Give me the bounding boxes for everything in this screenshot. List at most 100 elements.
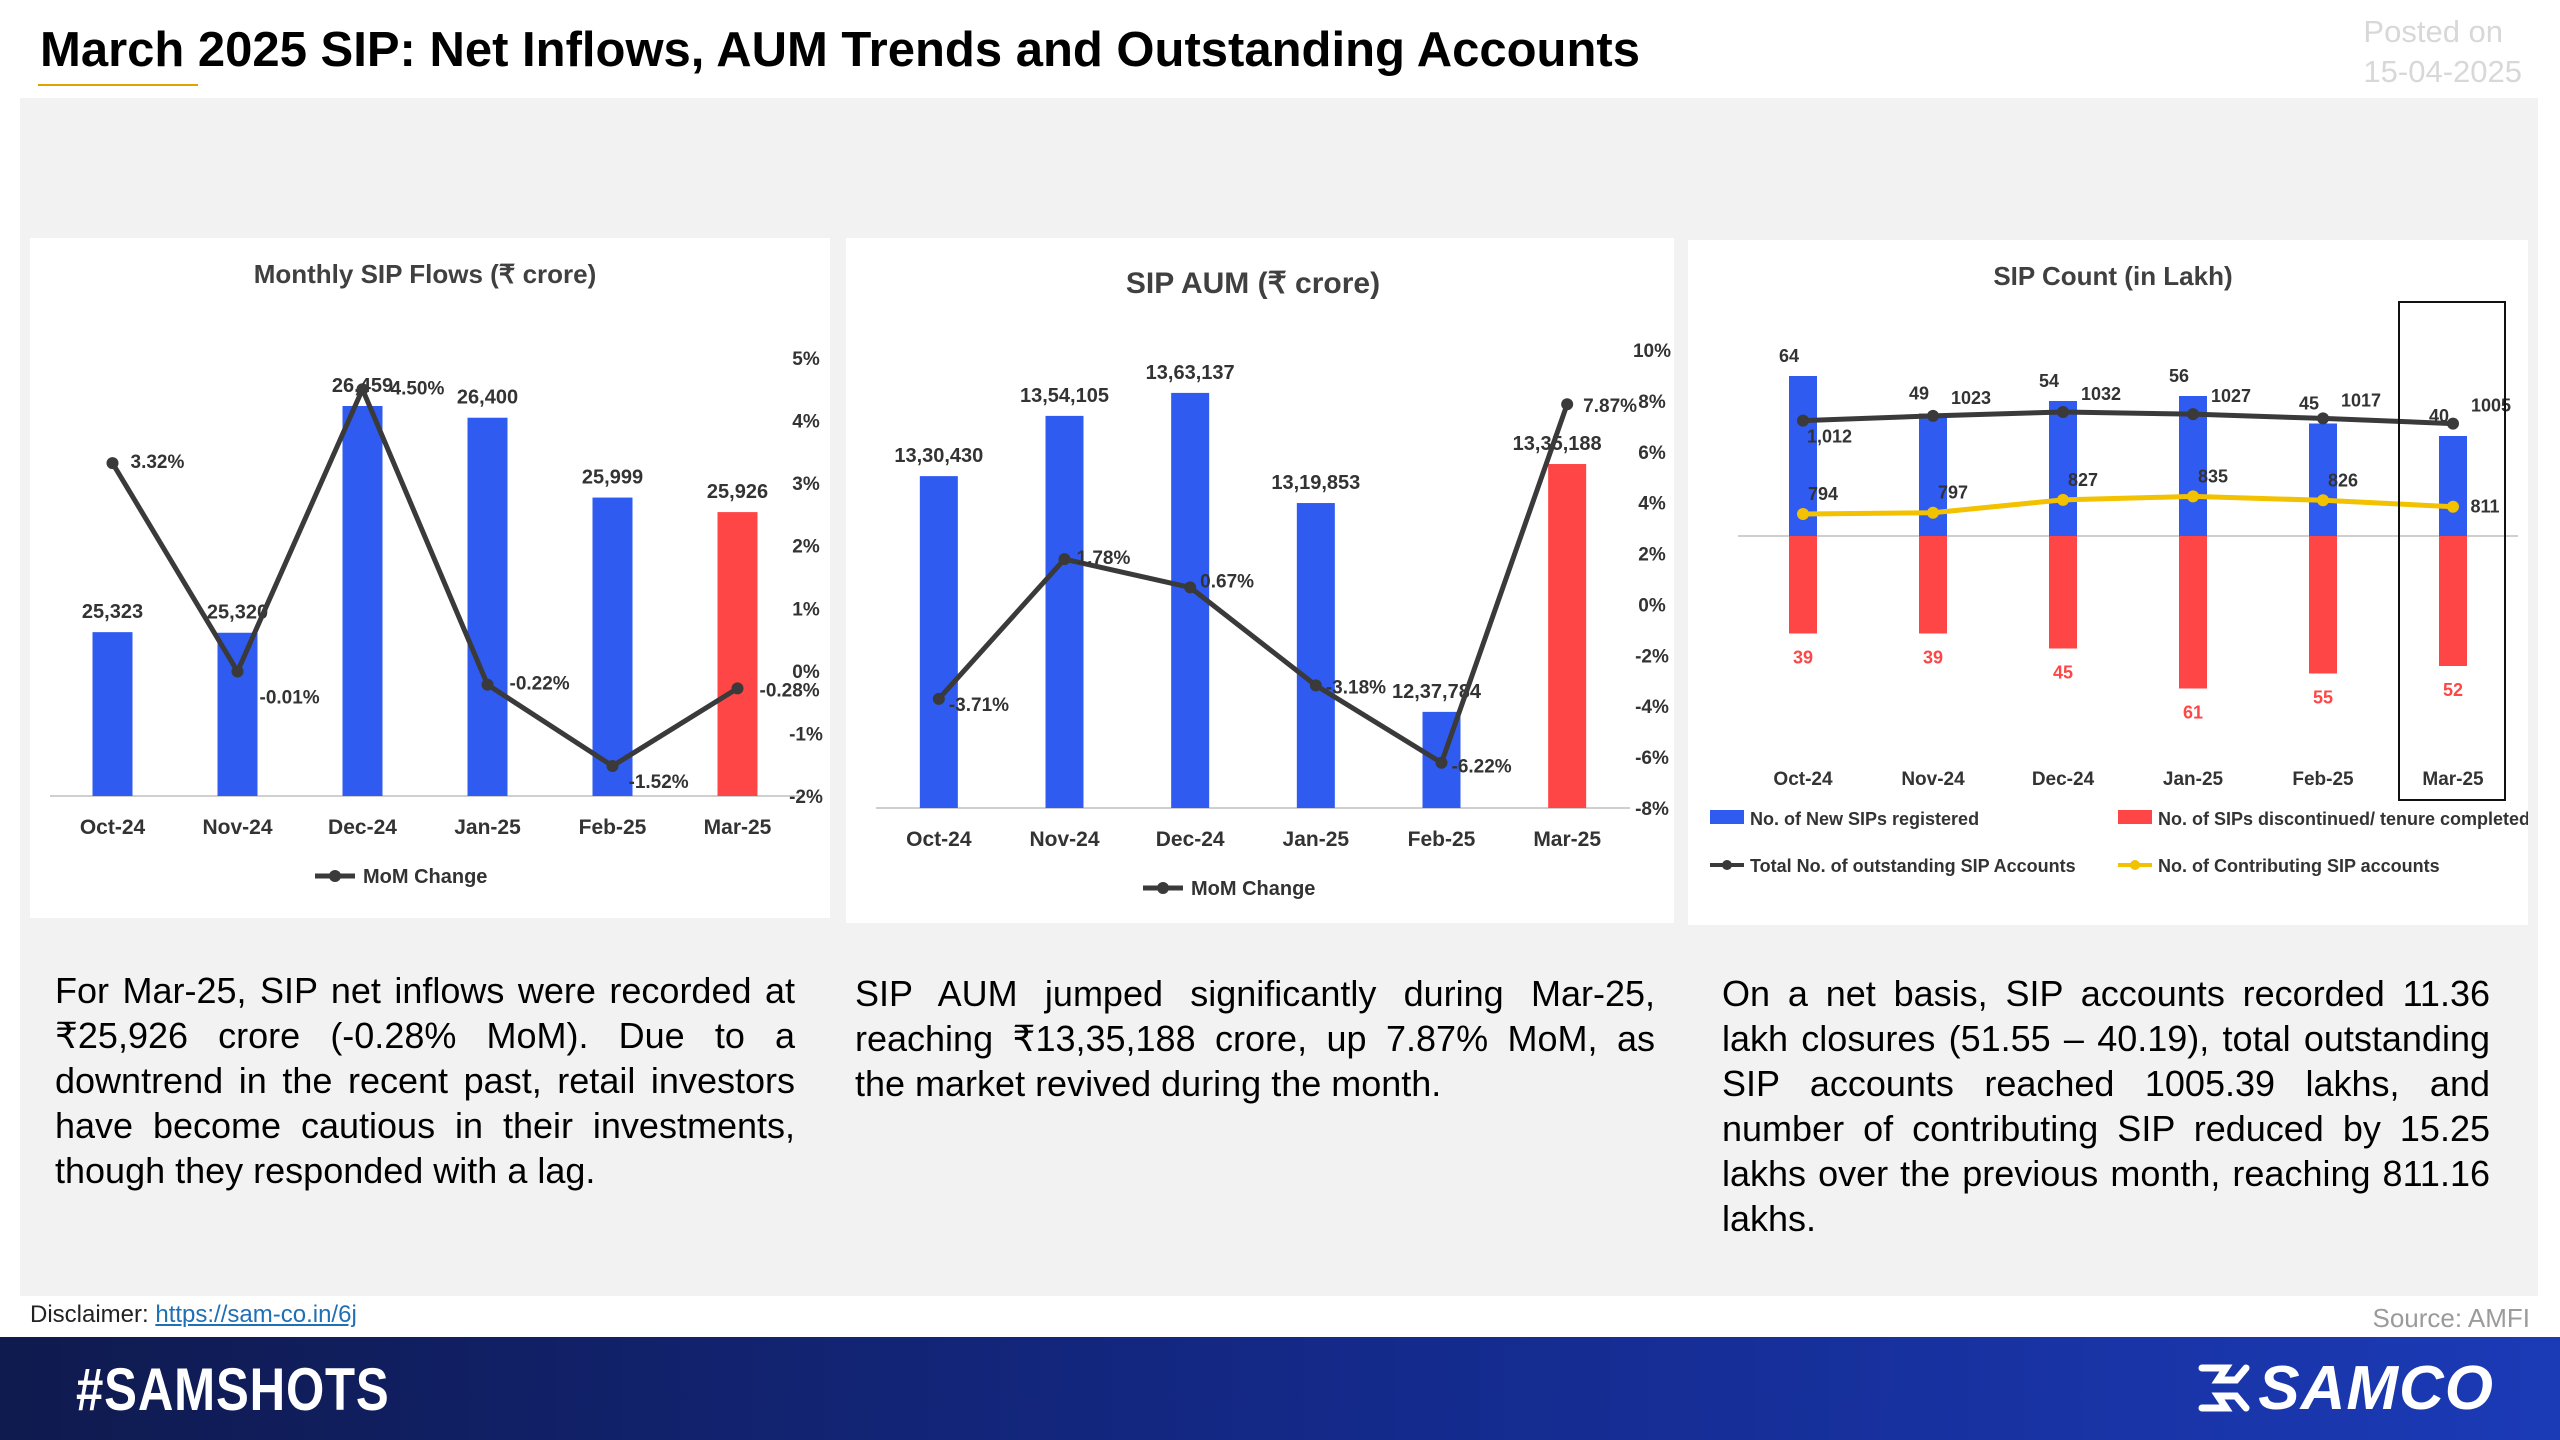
discontinued-label: 61: [2183, 703, 2203, 723]
disclaimer-link[interactable]: https://sam-co.in/6j: [155, 1301, 357, 1328]
bar-value-label: 13,35,188: [1513, 433, 1602, 455]
outstanding-point: [2317, 412, 2329, 425]
x-tick-label: Feb-25: [579, 816, 647, 839]
bar-value-label: 25,926: [707, 481, 768, 503]
mom-change-line: [936, 403, 1570, 766]
contributing-accounts-line: [1802, 493, 2454, 517]
right-axis-tick: 4%: [1638, 494, 1666, 515]
discontinued-label: 45: [2053, 663, 2073, 683]
mom-change-point: [231, 665, 244, 678]
chart-title: SIP AUM (₹ crore): [1126, 267, 1380, 300]
x-tick-label: Jan-25: [1283, 828, 1350, 851]
mom-change-point: [1435, 756, 1448, 769]
mom-change-label: 4.50%: [391, 378, 445, 399]
contributing-point: [1927, 506, 1939, 519]
legend-point-swatch: [329, 870, 341, 882]
flows-description: For Mar-25, SIP net inflows were recorde…: [55, 970, 795, 1191]
outstanding-point: [2447, 417, 2459, 430]
outstanding-label: 1032: [2081, 384, 2121, 404]
right-axis-tick: 4%: [792, 412, 820, 433]
bar-discontinued-sips: [2439, 536, 2467, 666]
contributing-label: 794: [1808, 484, 1838, 504]
mom-change-label: -0.28%: [760, 680, 820, 701]
bar-value-label: 13,63,137: [1146, 362, 1235, 384]
bar-value-label: 26,400: [457, 387, 518, 409]
x-tick-label: Jan-25: [454, 816, 521, 839]
x-tick-label: Nov-24: [1029, 828, 1099, 851]
x-tick-label: Oct-24: [80, 816, 146, 839]
legend-label: No. of Contributing SIP accounts: [2158, 856, 2440, 876]
bar-discontinued-sips: [1789, 536, 1817, 634]
outstanding-label: 1023: [1951, 388, 1991, 408]
mom-change-point: [1561, 398, 1574, 411]
bar: [92, 632, 133, 796]
disclaimer-label: Disclaimer:: [30, 1301, 149, 1328]
legend-point-swatch: [1157, 882, 1169, 894]
x-tick-label: Dec-24: [1156, 828, 1225, 851]
mom-change-label: -3.71%: [949, 695, 1009, 716]
legend-label: No. of New SIPs registered: [1750, 809, 1979, 829]
hashtag: #SAMSHOTS: [76, 1356, 390, 1423]
x-tick-label: Mar-25: [704, 816, 772, 839]
bar-value-label: 13,30,430: [894, 445, 983, 467]
mom-change-point: [932, 692, 945, 705]
new-sips-label: 45: [2299, 394, 2319, 414]
bar-new-sips: [2049, 401, 2077, 536]
x-tick-label: Oct-24: [906, 828, 972, 851]
mom-change-label: 7.87%: [1583, 396, 1637, 417]
right-axis-tick: 2%: [1638, 545, 1666, 566]
legend-label: MoM Change: [363, 866, 487, 888]
outstanding-label: 1005: [2471, 396, 2511, 416]
mom-change-label: -1.52%: [629, 772, 689, 793]
bar-value-label: 25,320: [207, 602, 268, 624]
right-axis-tick: 0%: [1638, 595, 1666, 616]
right-axis-tick: 5%: [792, 349, 820, 370]
mom-change-point: [1058, 553, 1071, 566]
outstanding-accounts-line: [1802, 409, 2454, 427]
bar-new-sips: [2309, 423, 2337, 536]
new-sips-label: 56: [2169, 366, 2189, 386]
right-axis-tick: -2%: [1635, 646, 1669, 667]
right-axis-tick: 2%: [792, 537, 820, 558]
x-tick-label: Dec-24: [328, 816, 397, 839]
chart-title: Monthly SIP Flows (₹ crore): [254, 259, 597, 289]
x-tick-label: Nov-24: [202, 816, 272, 839]
mom-change-point: [356, 383, 369, 396]
bar-discontinued-sips: [2309, 536, 2337, 674]
sip-flows-chart: Monthly SIP Flows (₹ crore)5%4%3%2%1%0%-…: [50, 259, 823, 888]
right-axis-tick: -4%: [1635, 697, 1669, 718]
legend-label: No. of SIPs discontinued/ tenure complet…: [2158, 809, 2528, 829]
right-axis-tick: -2%: [789, 787, 823, 808]
outstanding-point: [2057, 406, 2069, 418]
contributing-point: [1797, 508, 1809, 520]
aum-description: SIP AUM jumped significantly during Mar-…: [855, 973, 1655, 1104]
sip-aum-chart-panel: SIP AUM (₹ crore) 10% 8% 6% 4% 2% 0% -2% -4% -6% -…: [846, 238, 1674, 923]
disclaimer: Disclaimer: https://sam-co.in/6j: [30, 1301, 357, 1329]
legend-label: Total No. of outstanding SIP Accounts: [1750, 856, 2076, 876]
contributing-label: 835: [2198, 466, 2228, 486]
mom-change-point: [1309, 679, 1322, 692]
x-tick-label: Jan-25: [2163, 769, 2224, 790]
contributing-point: [2057, 493, 2069, 506]
mom-change-line: [110, 386, 739, 769]
bar: [919, 476, 958, 808]
outstanding-label: 1017: [2341, 390, 2381, 410]
mom-change-label: 3.32%: [131, 452, 185, 473]
mom-change-point: [731, 682, 744, 695]
bar-value-label: 25,999: [582, 467, 643, 489]
contributing-point: [2187, 490, 2199, 503]
contributing-point: [2317, 494, 2329, 507]
x-tick-label: Mar-25: [2422, 769, 2484, 790]
bar: [1296, 503, 1335, 808]
x-tick-label: Feb-25: [1408, 828, 1476, 851]
outstanding-label: 1,012: [1807, 427, 1852, 447]
discontinued-label: 39: [1793, 648, 1813, 668]
right-axis-tick: 1%: [792, 599, 820, 620]
mom-change-label: -6.22%: [1452, 757, 1512, 778]
new-sips-label: 54: [2039, 371, 2059, 391]
right-axis-tick: -8%: [1635, 799, 1669, 820]
right-axis-tick: 10%: [1633, 341, 1671, 362]
outstanding-point: [1927, 409, 1939, 422]
mom-change-point: [481, 678, 494, 691]
mom-change-label: -0.01%: [260, 687, 320, 708]
